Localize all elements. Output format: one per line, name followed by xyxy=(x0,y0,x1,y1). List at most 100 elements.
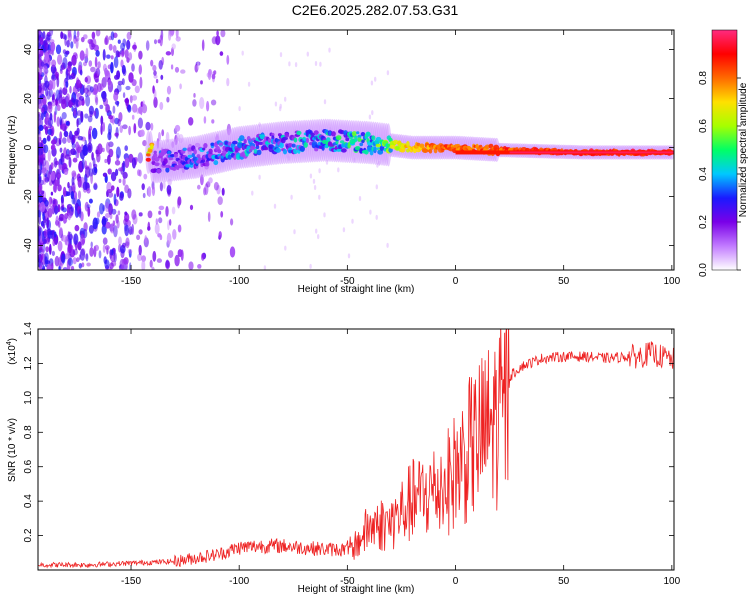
noise-blob xyxy=(100,115,104,126)
noise-blob xyxy=(80,36,85,43)
noise-blob xyxy=(153,89,157,101)
noise-blob xyxy=(312,178,316,184)
signal-blob xyxy=(305,137,310,144)
noise-blob xyxy=(58,265,61,270)
noise-blob xyxy=(170,30,175,36)
noise-blob xyxy=(309,173,313,179)
noise-blob xyxy=(120,42,126,51)
noise-blob xyxy=(153,70,157,76)
noise-blob xyxy=(91,127,98,140)
noise-blob xyxy=(110,31,115,41)
signal-blob xyxy=(393,139,399,145)
noise-blob xyxy=(50,41,56,52)
signal-blob xyxy=(267,138,272,143)
noise-blob xyxy=(70,148,76,156)
noise-blob xyxy=(141,104,148,114)
snr-series xyxy=(38,329,674,569)
noise-blob xyxy=(284,245,287,251)
noise-blob xyxy=(174,254,180,267)
noise-blob xyxy=(90,66,96,73)
signal-blob xyxy=(257,141,264,145)
noise-blob xyxy=(317,234,320,240)
noise-blob xyxy=(99,104,104,110)
noise-blob xyxy=(55,44,62,55)
noise-blob xyxy=(42,66,49,75)
noise-blob xyxy=(101,218,107,226)
noise-blob xyxy=(126,57,130,63)
noise-blob xyxy=(80,233,86,246)
noise-blob xyxy=(116,186,120,198)
y-tick-label: 0.6 xyxy=(23,459,34,473)
noise-blob xyxy=(342,227,346,233)
noise-blob xyxy=(38,124,44,131)
signal-blob xyxy=(296,130,302,136)
noise-blob xyxy=(138,244,142,256)
noise-blob xyxy=(60,154,64,166)
noise-blob xyxy=(62,33,66,40)
noise-blob xyxy=(347,253,351,259)
noise-blob xyxy=(69,75,74,80)
noise-blob xyxy=(84,76,89,83)
noise-blob xyxy=(38,190,41,195)
noise-blob xyxy=(213,181,219,191)
noise-blob xyxy=(44,52,49,63)
x-tick-label: -50 xyxy=(340,576,355,587)
noise-blob xyxy=(230,218,234,226)
signal-blob xyxy=(255,145,260,150)
noise-blob xyxy=(115,50,120,58)
noise-blob xyxy=(124,145,128,152)
signal-blob xyxy=(373,146,377,151)
noise-blob xyxy=(53,157,58,168)
noise-blob xyxy=(279,106,282,112)
noise-blob xyxy=(125,237,130,249)
x-tick-label: 0 xyxy=(453,576,459,587)
noise-blob xyxy=(139,76,143,89)
noise-blob xyxy=(158,60,163,70)
signal-blob xyxy=(283,149,287,155)
noise-blob xyxy=(172,229,177,240)
signal-blob xyxy=(232,140,238,145)
noise-blob xyxy=(313,185,317,190)
noise-blob xyxy=(207,211,211,223)
noise-blob xyxy=(137,117,143,129)
noise-blob xyxy=(70,265,75,270)
noise-blob xyxy=(104,37,108,45)
y-tick-label: 0.2 xyxy=(23,528,34,542)
noise-blob xyxy=(141,259,146,270)
signal-blob xyxy=(293,137,298,143)
noise-blob xyxy=(38,229,41,237)
noise-blob xyxy=(78,263,83,269)
noise-blob xyxy=(122,177,126,186)
noise-blob xyxy=(218,231,222,239)
chart-title: C2E6.2025.282.07.53.G31 xyxy=(291,2,459,18)
noise-blob xyxy=(208,177,213,184)
noise-blob xyxy=(131,114,135,120)
noise-blob xyxy=(42,212,45,221)
noise-blob xyxy=(197,264,202,269)
noise-blob xyxy=(47,230,53,239)
signal-blob xyxy=(354,146,361,151)
noise-blob xyxy=(94,93,98,103)
x-tick-label: -100 xyxy=(229,576,249,587)
noise-blob xyxy=(43,229,48,238)
noise-blob xyxy=(50,64,57,74)
signal-blob xyxy=(153,153,158,157)
noise-blob xyxy=(119,125,123,133)
noise-blob xyxy=(81,157,85,170)
noise-blob xyxy=(62,207,67,213)
noise-blob xyxy=(67,243,72,254)
signal-blob xyxy=(248,148,253,153)
noise-blob xyxy=(199,97,205,109)
noise-blob xyxy=(95,78,100,83)
noise-blob xyxy=(155,218,158,225)
signal-blob xyxy=(341,148,347,153)
noise-blob xyxy=(105,213,111,218)
signal-blob xyxy=(146,153,151,157)
signal-blob xyxy=(328,131,332,136)
noise-blob xyxy=(152,64,157,72)
noise-blob xyxy=(68,156,72,168)
signal-blob xyxy=(428,148,433,154)
noise-blob xyxy=(116,84,122,93)
noise-blob xyxy=(50,162,54,170)
noise-blob xyxy=(88,225,94,234)
